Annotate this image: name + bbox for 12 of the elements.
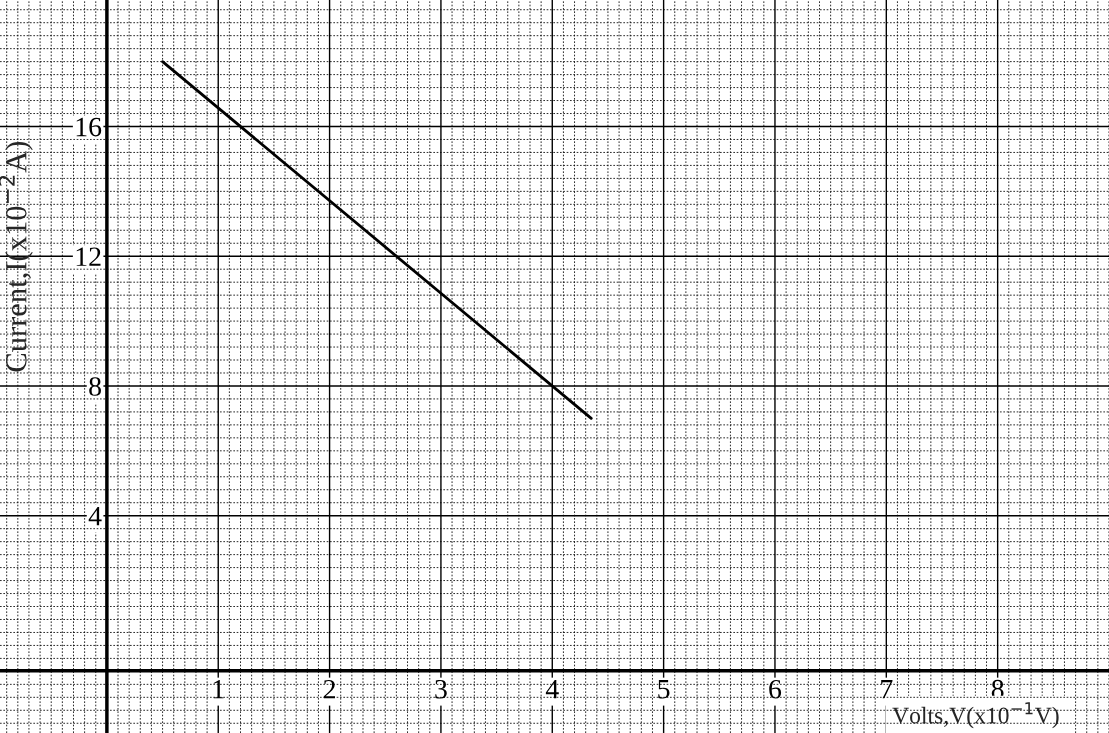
x-tick-label: 6	[769, 679, 782, 699]
y-tick-label: 16	[76, 117, 102, 137]
x-tick-label: 3	[435, 679, 447, 699]
x-tick-label: 2	[323, 679, 335, 699]
x-tick-label: 7	[881, 680, 893, 699]
x-axis-title: Volts,V(x10$^{−1}$V)	[892, 702, 1059, 729]
x-tick-label: 4	[545, 680, 559, 699]
x-tick-label: 1	[213, 679, 224, 699]
y-tick-label: 8	[89, 377, 101, 396]
x-tick-label: 5	[658, 680, 670, 699]
y-tick-label: 4	[88, 507, 102, 526]
y-tick-label: 12	[76, 247, 101, 266]
